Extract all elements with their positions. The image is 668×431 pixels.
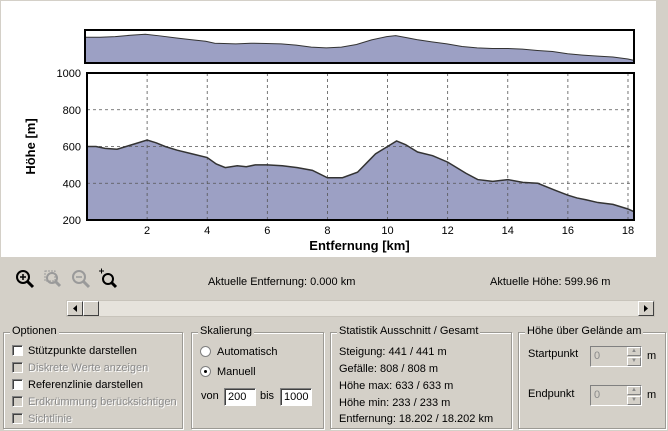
y-tick-label: 800 [63, 105, 81, 117]
y-tick-label: 200 [63, 215, 81, 227]
arrow-left-icon [73, 305, 77, 312]
options-group: Optionen Stützpunkte darstellen Diskrete… [3, 325, 183, 429]
options-title: Optionen [10, 325, 59, 337]
checkbox[interactable] [12, 345, 23, 356]
x-tick-label: 16 [562, 225, 574, 237]
end-label: Endpunkt [528, 388, 575, 400]
end-unit: m [647, 389, 657, 401]
checkbox[interactable] [12, 379, 23, 390]
stat-distance: Entfernung: 18.202 / 18.202 km [339, 413, 494, 425]
zoom-out-icon [70, 268, 92, 290]
option-earth-curvature: Erdkrümmung berücksichtigen [12, 395, 177, 409]
x-tick-label: 2 [144, 225, 150, 237]
arrow-right-icon [644, 305, 648, 312]
option-show-discrete-values: Diskrete Werte anzeigen [12, 361, 148, 375]
y-tick-label: 600 [63, 142, 81, 154]
scaling-manual-radio[interactable]: Manuell [200, 365, 256, 379]
plot-frame [86, 72, 635, 221]
current-distance-readout: Aktuelle Entfernung: 0.000 km [208, 276, 356, 288]
current-height-readout: Aktuelle Höhe: 599.96 m [490, 276, 611, 288]
checkbox [12, 362, 23, 373]
horizontal-scrollbar[interactable] [66, 300, 655, 317]
checkbox [12, 396, 23, 407]
spin-up-icon: ▲ [627, 386, 641, 395]
to-label: bis [260, 390, 275, 402]
elevation-chart[interactable]: 2 4 6 8 10 12 14 16 18 200 400 600 800 1000 Entfernung… [1, 1, 655, 257]
radio-button[interactable] [200, 346, 211, 357]
stat-height-max: Höhe max: 633 / 633 m [339, 380, 454, 392]
overview-chart [84, 29, 635, 64]
x-tick-label: 12 [442, 225, 454, 237]
elevation-area [87, 140, 634, 220]
x-tick-label: 18 [622, 225, 634, 237]
scaling-title: Skalierung [198, 325, 254, 337]
y-tick-label: 400 [63, 178, 81, 190]
terrain-title: Höhe über Gelände am [525, 325, 644, 337]
main-chart: 2 4 6 8 10 12 14 16 18 200 400 600 800 1000 Entfernung… [23, 68, 635, 253]
y-tick-label: 1000 [57, 68, 81, 80]
option-show-reference-line[interactable]: Referenzlinie darstellen [12, 378, 143, 392]
x-tick-label: 6 [264, 225, 270, 237]
spin-up-icon: ▲ [627, 347, 641, 356]
start-spinner: 0 ▲ ▼ [590, 346, 642, 367]
scaling-auto-radio[interactable]: Automatisch [200, 345, 278, 359]
checkbox [12, 413, 23, 424]
elevation-line [87, 139, 635, 213]
scroll-left-button[interactable] [67, 301, 83, 316]
plot-area: 2 4 6 8 10 12 14 16 18 200 400 600 800 1000 Entfernung… [1, 1, 656, 257]
x-tick-label: 14 [502, 225, 514, 237]
y-axis-label: Höhe [m] [23, 118, 38, 174]
stat-ascent: Steigung: 441 / 441 m [339, 346, 447, 358]
start-label: Startpunkt [528, 348, 579, 360]
overview-line [85, 33, 635, 61]
scroll-thumb[interactable] [83, 301, 99, 316]
x-tick-label: 4 [204, 225, 210, 237]
x-tick-label: 8 [324, 225, 330, 237]
scroll-right-button[interactable] [638, 301, 654, 316]
zoom-in-icon[interactable] [14, 268, 36, 290]
radio-button[interactable] [200, 366, 211, 377]
zoom-reset-icon[interactable] [97, 268, 119, 290]
spin-down-icon: ▼ [627, 396, 641, 405]
scaling-group: Skalierung Automatisch Manuell von 200 b… [191, 325, 324, 429]
from-label: von [201, 390, 219, 402]
statistics-title: Statistik Ausschnitt / Gesamt [337, 325, 481, 337]
scale-to-input[interactable]: 1000 [280, 388, 312, 406]
zoom-area-icon [42, 268, 64, 290]
scale-from-input[interactable]: 200 [224, 388, 256, 406]
option-line-of-sight: Sichtlinie [12, 412, 72, 426]
statistics-group: Statistik Ausschnitt / Gesamt Steigung: … [330, 325, 512, 429]
stat-descent: Gefälle: 808 / 808 m [339, 363, 439, 375]
option-show-support-points[interactable]: Stützpunkte darstellen [12, 344, 137, 358]
x-axis-label: Entfernung [km] [309, 238, 409, 253]
overview-area [85, 34, 634, 63]
spin-down-icon: ▼ [627, 357, 641, 366]
end-spinner: 0 ▲ ▼ [590, 385, 642, 406]
stat-height-min: Höhe min: 233 / 233 m [339, 397, 451, 409]
terrain-height-group: Höhe über Gelände am Startpunkt 0 ▲ ▼ m … [518, 325, 666, 429]
overview-frame [84, 29, 635, 64]
start-unit: m [647, 350, 657, 362]
x-tick-label: 10 [381, 225, 393, 237]
